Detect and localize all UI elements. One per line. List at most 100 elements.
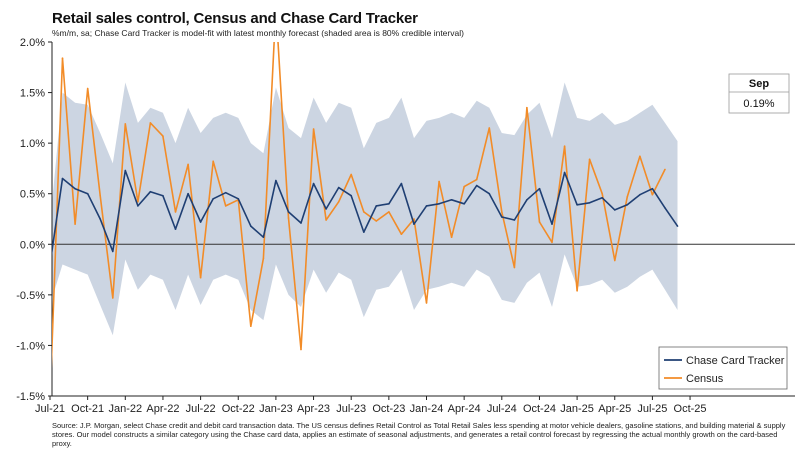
y-tick-label: 2.0% bbox=[20, 37, 45, 49]
data-point-chase-card-tracker bbox=[74, 187, 76, 190]
data-point-chase-card-tracker bbox=[601, 197, 603, 199]
x-tick-label: Oct-25 bbox=[674, 403, 707, 415]
latest-forecast-callout: Sep 0.19% bbox=[728, 73, 790, 114]
data-point-census bbox=[74, 223, 76, 225]
interval-band-area bbox=[52, 82, 678, 336]
data-point-census bbox=[250, 325, 252, 328]
chart-axes: -1.5% -1.0% -0.5% 0.0% 0.5% 1.0% 1.5% 2.0% Jul-2… bbox=[16, 37, 795, 415]
data-point-census bbox=[224, 205, 227, 207]
x-tick-label: Oct-21 bbox=[71, 403, 104, 415]
data-point-census bbox=[312, 128, 315, 130]
data-point-census bbox=[664, 168, 666, 171]
x-tick-label: Jul-22 bbox=[186, 403, 216, 415]
series-line-census bbox=[52, 42, 666, 369]
data-point-chase-card-tracker bbox=[626, 204, 629, 206]
legend: Chase Card Tracker Census bbox=[658, 346, 788, 390]
data-point-chase-card-tracker bbox=[250, 225, 252, 227]
data-point-census bbox=[626, 195, 629, 198]
y-tick-label: -1.0% bbox=[16, 340, 45, 352]
data-point-census bbox=[275, 6, 277, 8]
data-point-census bbox=[49, 400, 51, 402]
data-point-census bbox=[337, 201, 340, 203]
data-point-chase-card-tracker bbox=[275, 179, 277, 182]
data-point-census bbox=[526, 106, 528, 109]
data-point-census bbox=[601, 192, 603, 195]
source-note: Source: J.P. Morgan, select Chase credit… bbox=[52, 421, 786, 448]
legend-label-census: Census bbox=[686, 373, 724, 385]
data-point-chase-card-tracker bbox=[325, 208, 327, 210]
data-point-chase-card-tracker bbox=[413, 223, 415, 225]
data-point-chase-card-tracker bbox=[475, 184, 478, 187]
y-tick-label: -0.5% bbox=[16, 290, 45, 302]
x-tick-label: Jul-21 bbox=[35, 403, 65, 415]
x-tick-label: Jul-24 bbox=[487, 403, 517, 415]
data-point-census bbox=[463, 185, 466, 188]
data-point-chase-card-tracker bbox=[614, 209, 616, 211]
data-point-chase-card-tracker bbox=[563, 171, 566, 174]
data-point-chase-card-tracker bbox=[187, 192, 189, 195]
data-point-chase-card-tracker bbox=[388, 203, 390, 205]
data-point-census bbox=[287, 217, 290, 219]
data-point-chase-card-tracker bbox=[664, 207, 666, 209]
credible-interval-band bbox=[52, 82, 678, 336]
data-point-chase-card-tracker bbox=[99, 218, 101, 220]
data-point-chase-card-tracker bbox=[576, 204, 578, 206]
data-point-census bbox=[212, 160, 214, 163]
series-lines bbox=[49, 6, 679, 402]
x-tick-label: Jul-23 bbox=[336, 403, 366, 415]
data-point-census bbox=[86, 87, 89, 90]
data-point-census bbox=[563, 145, 566, 147]
y-tick-label: 1.0% bbox=[20, 138, 45, 150]
callout-box bbox=[728, 73, 790, 114]
data-point-census bbox=[614, 259, 616, 262]
x-tick-label: Jan-23 bbox=[259, 403, 293, 415]
data-point-chase-card-tracker bbox=[86, 192, 89, 195]
data-point-chase-card-tracker bbox=[513, 219, 516, 221]
data-point-chase-card-tracker bbox=[526, 199, 528, 201]
data-point-chase-card-tracker bbox=[312, 182, 315, 185]
data-point-chase-card-tracker bbox=[438, 203, 440, 205]
data-point-chase-card-tracker bbox=[551, 223, 553, 225]
data-point-chase-card-tracker bbox=[61, 177, 64, 180]
data-point-census bbox=[488, 127, 491, 129]
data-point-chase-card-tracker bbox=[363, 231, 365, 233]
data-point-chase-card-tracker bbox=[463, 203, 466, 205]
data-point-census bbox=[187, 163, 189, 166]
x-tick-label: Jan-25 bbox=[560, 403, 594, 415]
data-point-chase-card-tracker bbox=[375, 205, 378, 207]
data-point-census bbox=[363, 211, 365, 213]
data-point-census bbox=[450, 236, 453, 238]
x-tick-label: Apr-23 bbox=[297, 403, 330, 415]
data-point-census bbox=[375, 220, 378, 222]
data-point-census bbox=[501, 211, 503, 213]
data-point-census bbox=[124, 123, 127, 125]
x-tick-label: Jan-22 bbox=[108, 403, 142, 415]
chart-subtitle: %m/m, sa; Chase Card Tracker is model-fi… bbox=[52, 28, 464, 38]
data-point-chase-card-tracker bbox=[162, 194, 164, 197]
data-point-chase-card-tracker bbox=[501, 216, 503, 218]
data-point-chase-card-tracker bbox=[224, 191, 227, 194]
data-point-chase-card-tracker bbox=[124, 169, 127, 172]
data-point-census bbox=[475, 178, 478, 181]
data-point-chase-card-tracker bbox=[137, 205, 139, 207]
x-tick-label: Apr-22 bbox=[146, 403, 179, 415]
x-tick-label: Oct-22 bbox=[222, 403, 255, 415]
data-point-chase-card-tracker bbox=[488, 192, 491, 195]
data-point-chase-card-tracker bbox=[237, 198, 240, 200]
data-point-census bbox=[149, 122, 152, 124]
x-tick-label: Apr-24 bbox=[448, 403, 481, 415]
data-point-census bbox=[162, 135, 164, 137]
data-point-chase-card-tracker bbox=[49, 264, 51, 266]
data-point-census bbox=[137, 201, 139, 203]
y-tick-label: 0.0% bbox=[20, 239, 45, 251]
data-point-census bbox=[300, 348, 302, 351]
data-point-census bbox=[400, 233, 403, 235]
x-tick-label: Apr-25 bbox=[598, 403, 631, 415]
data-point-census bbox=[174, 211, 177, 213]
data-point-census bbox=[199, 276, 202, 279]
data-point-census bbox=[325, 219, 327, 221]
y-tick-label: 0.5% bbox=[20, 189, 45, 201]
data-point-chase-card-tracker bbox=[287, 211, 290, 213]
data-point-census bbox=[112, 297, 114, 299]
